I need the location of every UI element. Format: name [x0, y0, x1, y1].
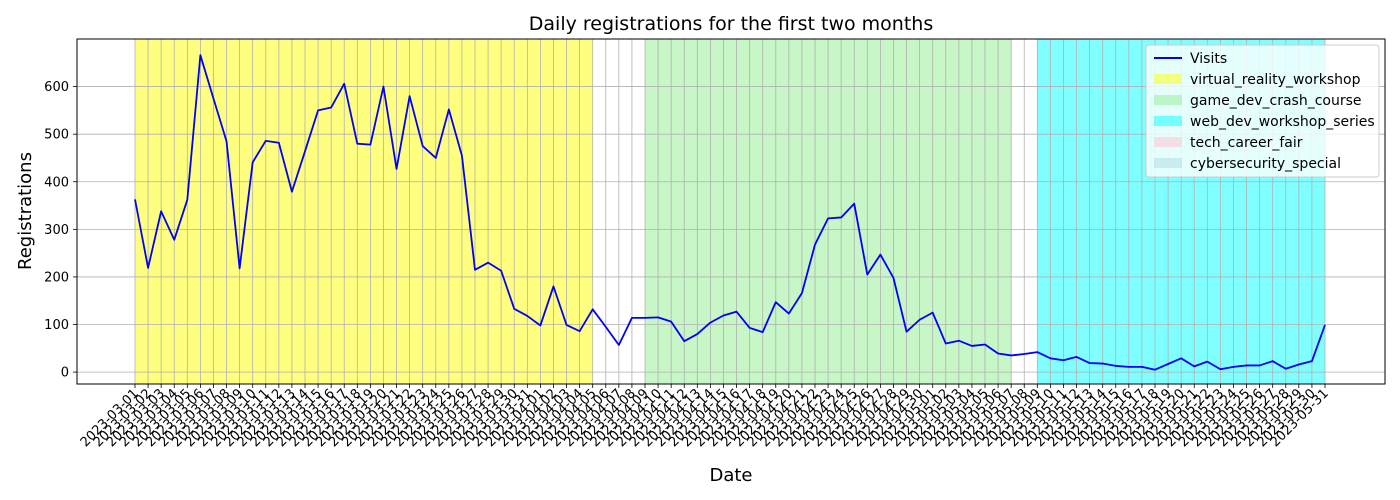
legend-item: web_dev_workshop_series [1154, 114, 1375, 130]
y-tick-label: 200 [44, 270, 69, 285]
legend-swatch [1154, 74, 1182, 84]
plot-frame [76, 38, 1386, 385]
legend-label: web_dev_workshop_series [1190, 114, 1375, 130]
chart-title: Daily registrations for the first two mo… [529, 13, 933, 35]
legend-item: tech_career_fair [1154, 135, 1303, 151]
series-line-visits [134, 54, 1326, 371]
y-tick-label: 300 [44, 223, 69, 238]
region-virtual-reality-workshop [135, 39, 593, 384]
legend-label: tech_career_fair [1190, 135, 1303, 151]
y-axis-ticks: 0 100 200 300 400 500 600 [44, 80, 77, 381]
grid-lines [77, 39, 1385, 384]
y-axis-title: Registrations [15, 152, 36, 270]
y-tick-label: 500 [44, 128, 69, 143]
legend-label: cybersecurity_special [1190, 156, 1341, 172]
legend-swatch [1154, 116, 1182, 126]
legend-item: Visits [1154, 51, 1227, 67]
y-tick-label: 400 [44, 175, 69, 190]
y-tick-label: 0 [61, 366, 69, 381]
legend-box [1145, 44, 1380, 178]
legend-label: game_dev_crash_course [1190, 93, 1362, 109]
legend-swatch [1154, 137, 1182, 147]
legend-item: game_dev_crash_course [1154, 93, 1362, 109]
y-tick-label: 100 [44, 318, 69, 333]
legend-item: cybersecurity_special [1154, 156, 1341, 172]
x-axis-title: Date [709, 465, 752, 486]
x-axis-ticks: 2023-03-012023-03-022023-03-032023-03-04… [78, 384, 1332, 450]
y-tick-label: 600 [44, 80, 69, 95]
legend-swatch [1154, 158, 1182, 168]
legend: Visits virtual_reality_workshop game_dev_c… [1145, 44, 1380, 178]
legend-swatch [1154, 95, 1182, 105]
legend-label: virtual_reality_workshop [1190, 72, 1361, 88]
legend-label: Visits [1190, 51, 1227, 67]
legend-item: virtual_reality_workshop [1154, 72, 1361, 88]
